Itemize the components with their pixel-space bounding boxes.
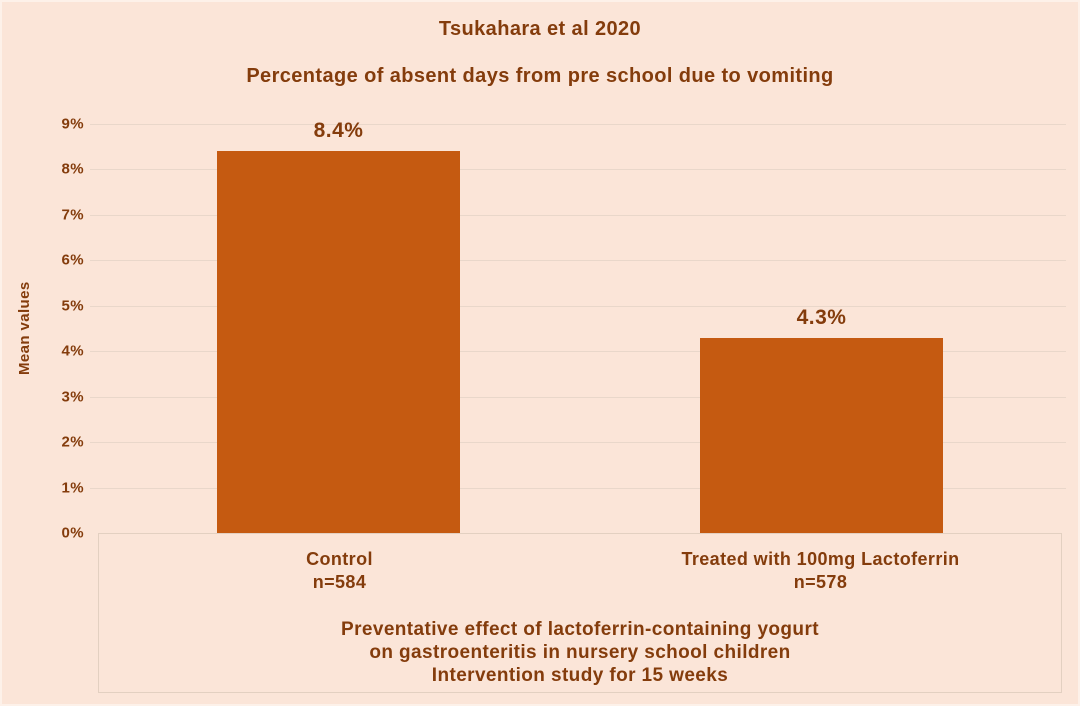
category-n: n=578	[793, 572, 848, 592]
y-tick-label: 8%	[61, 160, 84, 178]
gridline	[90, 442, 1066, 444]
axis-label-box: Control n=584 Treated with 100mg Lactofe…	[98, 533, 1062, 693]
category-n: n=584	[312, 572, 367, 592]
gridline	[90, 305, 1066, 307]
y-tick-label: 3%	[61, 388, 84, 406]
gridline	[90, 260, 1066, 262]
y-tick-label: 1%	[61, 479, 84, 497]
gridline	[90, 124, 1066, 125]
chart-subtitle: Percentage of absent days from pre schoo…	[246, 65, 834, 87]
category-label-lactoferrin: Treated with 100mg Lactoferrin n=578	[580, 548, 1061, 594]
category-name: Control	[306, 549, 373, 569]
bar-group-control: 8.4%	[217, 119, 460, 533]
category-axis: Control n=584 Treated with 100mg Lactofe…	[99, 548, 1061, 594]
gridline	[90, 487, 1066, 489]
gridline	[90, 396, 1066, 398]
gridline	[90, 169, 1066, 171]
chart-caption: Preventative effect of lactoferrin-conta…	[99, 618, 1061, 687]
plot-area: 8.4% 4.3%	[90, 119, 1066, 533]
category-name: Treated with 100mg Lactoferrin	[681, 549, 960, 569]
y-tick-label: 0%	[61, 524, 84, 542]
bar-group-lactoferrin: 4.3%	[700, 124, 943, 533]
gridline	[90, 351, 1066, 353]
caption-line-1: Preventative effect of lactoferrin-conta…	[341, 619, 819, 640]
category-label-control: Control n=584	[99, 548, 580, 594]
gridline	[90, 214, 1066, 216]
caption-line-2: on gastroenteritis in nursery school chi…	[369, 642, 791, 663]
y-axis-ticks: 0% 1% 2% 3% 4% 5% 6% 7% 8% 9%	[38, 116, 84, 542]
y-axis-label: Mean values	[16, 281, 33, 376]
caption-line-3: Intervention study for 15 weeks	[431, 665, 729, 686]
value-label-control: 8.4%	[313, 119, 364, 143]
y-tick-label: 6%	[61, 251, 84, 269]
y-tick-label: 7%	[61, 206, 84, 224]
bar-lactoferrin	[700, 337, 943, 533]
chart-title: Tsukahara et al 2020	[438, 18, 642, 40]
y-tick-label: 5%	[61, 297, 84, 315]
y-tick-label: 2%	[61, 433, 84, 451]
y-tick-label: 9%	[61, 115, 84, 133]
y-tick-label: 4%	[61, 342, 84, 360]
value-label-lactoferrin: 4.3%	[796, 305, 847, 329]
bar-control	[217, 151, 460, 533]
